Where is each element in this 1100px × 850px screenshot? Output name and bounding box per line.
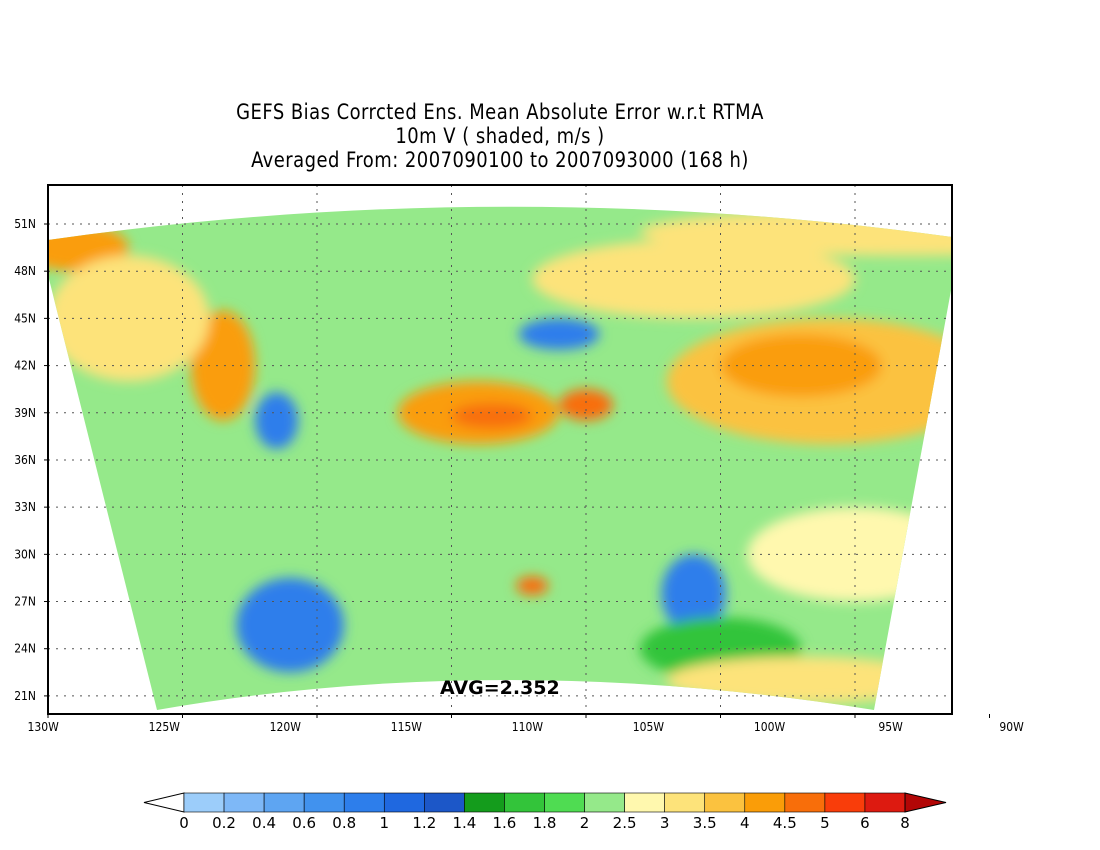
colorbar-box [383, 792, 425, 813]
map-frame [47, 184, 953, 715]
colorbar-box [784, 792, 826, 813]
field-california-blue [255, 392, 299, 449]
colorbar-label: 6 [860, 814, 870, 832]
lat-label: 39N [14, 405, 36, 420]
colorbar-label: 5 [820, 814, 830, 832]
colorbar-label: 2.5 [613, 814, 637, 832]
field-west-coast-orange [190, 310, 256, 421]
colorbar-box [343, 792, 385, 813]
lon-label: 95W [878, 719, 902, 734]
field-canada-red [895, 206, 950, 217]
colorbar-label: 2 [580, 814, 590, 832]
lat-label: 24N [14, 641, 36, 656]
avg-label: AVG=2.352 [440, 677, 560, 699]
field-canada-yellow [639, 208, 952, 256]
lon-label: 125W [149, 719, 180, 734]
field-utah-red [559, 389, 613, 421]
title-line-2: 10m V ( shaded, m/s ) [395, 124, 605, 148]
lon-label: 90W [999, 719, 1023, 734]
colorbar-box [544, 792, 585, 813]
chart-title: GEFS Bias Corrcted Ens. Mean Absolute Er… [0, 100, 1000, 172]
lat-label: 51N [14, 216, 36, 231]
colorbar-label: 0 [179, 814, 189, 832]
colorbar-box [664, 792, 706, 813]
lat-label: 30N [14, 547, 36, 562]
title-line-3: Averaged From: 2007090100 to 2007093000 … [251, 148, 749, 172]
colorbar-label: 4 [740, 814, 750, 832]
lon-label: 105W [633, 719, 664, 734]
colorbar-box [263, 792, 305, 813]
colorbar-box [223, 792, 265, 813]
colorbar-label: 3 [660, 814, 670, 832]
longitude-labels: 130W125W120W115W110W105W100W95W90W85W80W… [28, 714, 1024, 734]
colorbar-under-arrow [143, 792, 185, 813]
colorbar-label: 1.6 [493, 814, 517, 832]
colorbar-box [624, 792, 665, 813]
field-eastern-blue [963, 413, 1100, 539]
colorbar-label: 4.5 [773, 814, 797, 832]
lat-label: 33N [14, 500, 36, 515]
colorbar-label: 1 [380, 814, 390, 832]
lon-label: 130W [28, 719, 59, 734]
field-mexico-yellow [666, 656, 936, 704]
field-pacific-blue [236, 577, 344, 673]
field-gulf-of-ca-red [516, 576, 549, 596]
colorbar-label: 1.8 [533, 814, 557, 832]
colorbar-label: 1.2 [412, 814, 436, 832]
lon-label: 120W [270, 719, 301, 734]
latitude-labels: 51N 48N 45N 42N 39N 36N 33N 30N 27N 24N 21N [14, 216, 48, 703]
colorbar-box [864, 792, 906, 813]
colorbar-box [424, 792, 465, 813]
lat-label: 21N [14, 688, 36, 703]
field-montana-yellow [532, 239, 855, 319]
colorbar-label: 3.5 [693, 814, 717, 832]
colorbar-box [584, 792, 625, 813]
graticule [48, 185, 952, 714]
colorbar-label: 0.2 [212, 814, 236, 832]
colorbar-box [744, 792, 786, 813]
colorbar-label: 8 [900, 814, 910, 832]
colorbar-box [303, 792, 345, 813]
field-baja-blue [661, 554, 726, 633]
colorbar [143, 792, 947, 813]
colorbar-box [504, 792, 545, 813]
lat-label: 48N [14, 264, 36, 279]
lat-label: 36N [14, 452, 36, 467]
colorbar-box [183, 792, 225, 813]
colorbar-box [824, 792, 866, 813]
colorbar-label: 0.6 [292, 814, 316, 832]
colorbar-label: 0.8 [332, 814, 356, 832]
colorbar-labels: 0 0.2 0.4 0.6 0.8 1 1.2 1.4 1.6 1.8 2 2.5 3 3.5 4 4.5 5 6… [179, 814, 910, 832]
field-rockies-blue [518, 318, 600, 350]
colorbar-label: 0.4 [252, 814, 276, 832]
lat-label: 45N [14, 311, 36, 326]
colorbar-box [704, 792, 746, 813]
lon-label: 110W [512, 719, 543, 734]
title-line-1: GEFS Bias Corrcted Ens. Mean Absolute Er… [236, 100, 764, 124]
lon-label: 115W [391, 719, 422, 734]
colorbar-box [464, 792, 505, 813]
colorbar-label: 1.4 [452, 814, 476, 832]
field-gulf-yellow [990, 578, 1100, 657]
lat-label: 27N [14, 594, 36, 609]
field-great-basin-red [451, 403, 533, 429]
lat-label: 42N [14, 358, 36, 373]
lon-label: 100W [754, 719, 785, 734]
colorbar-over-arrow [904, 792, 947, 813]
